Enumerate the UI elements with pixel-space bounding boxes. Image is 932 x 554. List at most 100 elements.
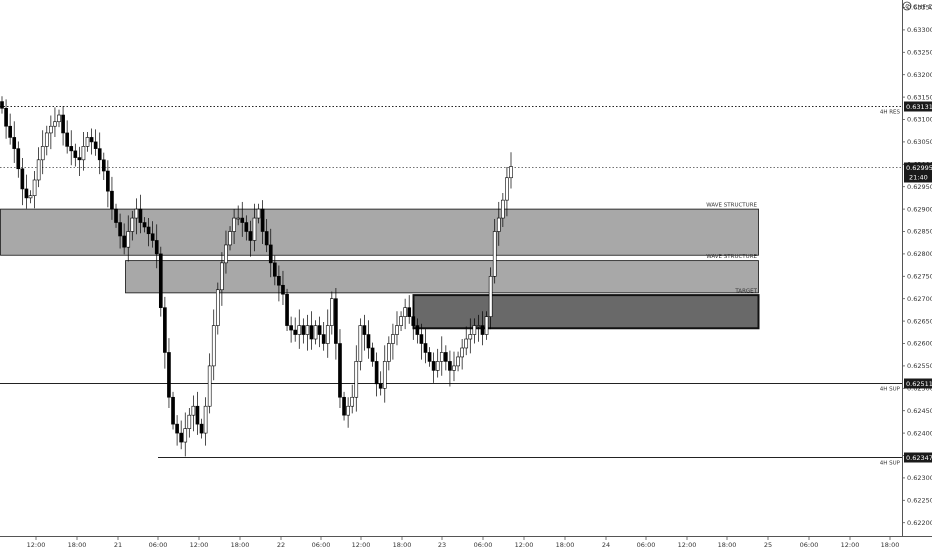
candle[interactable] bbox=[240, 201, 245, 237]
candle[interactable] bbox=[163, 296, 167, 369]
candle[interactable] bbox=[65, 120, 69, 154]
candle[interactable] bbox=[370, 342, 375, 367]
candle[interactable] bbox=[350, 384, 355, 414]
candle[interactable] bbox=[325, 309, 330, 358]
candle[interactable] bbox=[256, 203, 261, 224]
candle[interactable] bbox=[484, 311, 489, 340]
candle[interactable] bbox=[464, 326, 469, 356]
candle[interactable] bbox=[77, 146, 82, 176]
candle[interactable] bbox=[81, 132, 86, 171]
candle[interactable] bbox=[297, 309, 302, 349]
candle[interactable] bbox=[330, 291, 334, 335]
candle[interactable] bbox=[183, 412, 188, 457]
candle[interactable] bbox=[4, 99, 8, 139]
candle[interactable] bbox=[480, 311, 485, 346]
candle[interactable] bbox=[154, 224, 159, 269]
candle[interactable] bbox=[488, 267, 493, 330]
candle[interactable] bbox=[378, 371, 383, 396]
candle[interactable] bbox=[73, 143, 78, 167]
candle[interactable] bbox=[130, 210, 135, 241]
candle[interactable] bbox=[150, 221, 155, 248]
candle[interactable] bbox=[395, 311, 399, 346]
candle[interactable] bbox=[142, 217, 147, 233]
candle[interactable] bbox=[61, 106, 65, 146]
candle[interactable] bbox=[277, 265, 281, 302]
candle[interactable] bbox=[195, 391, 200, 435]
symbol-badge-icon[interactable] bbox=[902, 1, 912, 11]
candle[interactable] bbox=[106, 160, 110, 208]
candle[interactable] bbox=[187, 408, 192, 438]
candle[interactable] bbox=[175, 415, 179, 446]
candle[interactable] bbox=[110, 176, 114, 220]
candle[interactable] bbox=[118, 213, 122, 249]
candle[interactable] bbox=[89, 128, 94, 155]
candle[interactable] bbox=[264, 218, 269, 253]
candle[interactable] bbox=[289, 316, 293, 343]
candle[interactable] bbox=[134, 198, 139, 235]
candle[interactable] bbox=[472, 318, 477, 344]
candle[interactable] bbox=[427, 347, 432, 367]
candle[interactable] bbox=[321, 321, 326, 351]
candle[interactable] bbox=[69, 130, 74, 166]
candle[interactable] bbox=[354, 345, 359, 412]
candle[interactable] bbox=[505, 166, 509, 217]
candle[interactable] bbox=[211, 309, 216, 381]
candle[interactable] bbox=[411, 300, 416, 340]
candle[interactable] bbox=[32, 171, 37, 209]
candle[interactable] bbox=[36, 147, 41, 188]
candle[interactable] bbox=[126, 215, 131, 262]
candle[interactable] bbox=[387, 336, 391, 371]
candle[interactable] bbox=[476, 314, 481, 342]
candle[interactable] bbox=[391, 323, 395, 360]
candle[interactable] bbox=[338, 329, 342, 409]
candle[interactable] bbox=[0, 96, 4, 114]
zone-target[interactable] bbox=[412, 294, 760, 330]
candle[interactable] bbox=[407, 295, 412, 324]
candle[interactable] bbox=[346, 397, 350, 428]
candle[interactable] bbox=[20, 158, 25, 206]
candle[interactable] bbox=[448, 350, 452, 387]
candle[interactable] bbox=[207, 353, 212, 414]
candle[interactable] bbox=[382, 345, 387, 403]
candle[interactable] bbox=[435, 348, 440, 378]
candle[interactable] bbox=[191, 395, 196, 432]
candle[interactable] bbox=[228, 226, 232, 251]
candle[interactable] bbox=[28, 190, 33, 204]
candle[interactable] bbox=[12, 121, 17, 163]
candle[interactable] bbox=[220, 252, 224, 306]
currency-label[interactable]: CHF D bbox=[913, 3, 932, 11]
candle[interactable] bbox=[342, 391, 346, 421]
candle[interactable] bbox=[460, 339, 464, 370]
candle[interactable] bbox=[281, 270, 285, 305]
candle[interactable] bbox=[101, 152, 106, 180]
candle[interactable] bbox=[366, 320, 371, 359]
candle[interactable] bbox=[317, 316, 322, 348]
candle[interactable] bbox=[167, 338, 171, 409]
candle[interactable] bbox=[423, 329, 428, 364]
candle[interactable] bbox=[236, 205, 241, 226]
candle[interactable] bbox=[439, 336, 444, 376]
candle[interactable] bbox=[419, 323, 424, 360]
candle[interactable] bbox=[138, 194, 143, 234]
candle[interactable] bbox=[224, 230, 228, 274]
candle[interactable] bbox=[362, 314, 367, 351]
candle[interactable] bbox=[146, 218, 151, 247]
candle[interactable] bbox=[49, 115, 53, 150]
candle[interactable] bbox=[358, 318, 363, 371]
candle[interactable] bbox=[122, 223, 126, 255]
candle[interactable] bbox=[16, 141, 21, 178]
candle[interactable] bbox=[232, 209, 236, 245]
candle[interactable] bbox=[399, 311, 403, 331]
candle[interactable] bbox=[179, 420, 183, 450]
candle[interactable] bbox=[456, 351, 460, 372]
candle[interactable] bbox=[268, 228, 273, 278]
candle[interactable] bbox=[285, 288, 289, 331]
candle[interactable] bbox=[334, 287, 338, 360]
candle[interactable] bbox=[93, 129, 98, 156]
candle[interactable] bbox=[171, 391, 175, 430]
candle[interactable] bbox=[203, 397, 208, 446]
candle[interactable] bbox=[199, 418, 204, 439]
candle[interactable] bbox=[53, 107, 57, 137]
candle[interactable] bbox=[501, 192, 505, 228]
